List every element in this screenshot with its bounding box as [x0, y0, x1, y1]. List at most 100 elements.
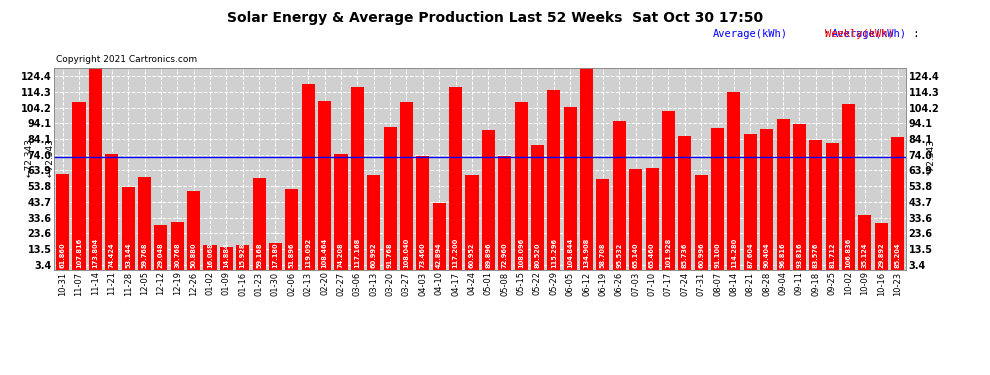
Bar	[269, 243, 282, 270]
Bar	[596, 178, 610, 270]
Bar	[302, 84, 315, 270]
Text: 61.860: 61.860	[59, 242, 65, 268]
Bar	[826, 143, 839, 270]
Text: 107.816: 107.816	[76, 237, 82, 268]
Text: *72.343: *72.343	[927, 140, 936, 175]
Bar	[678, 136, 691, 270]
Text: 115.296: 115.296	[550, 237, 556, 268]
Bar	[56, 174, 69, 270]
Text: 60.992: 60.992	[370, 242, 377, 268]
Bar	[498, 156, 511, 270]
Text: :: :	[817, 29, 836, 39]
Text: Average(kWh): Average(kWh)	[832, 29, 907, 39]
Text: 65.460: 65.460	[649, 242, 655, 268]
Bar	[220, 247, 233, 270]
Bar	[122, 187, 135, 270]
Bar	[875, 224, 888, 270]
Text: 59.768: 59.768	[142, 242, 148, 268]
Bar	[237, 245, 249, 270]
Text: 108.096: 108.096	[518, 237, 524, 268]
Bar	[72, 102, 85, 270]
Text: 106.836: 106.836	[845, 237, 851, 268]
Text: 60.996: 60.996	[698, 242, 704, 268]
Bar	[711, 128, 724, 270]
Text: 85.736: 85.736	[682, 242, 688, 268]
Text: 95.532: 95.532	[617, 242, 623, 268]
Bar	[170, 222, 184, 270]
Bar	[580, 60, 593, 270]
Bar	[858, 215, 871, 270]
Bar	[187, 191, 200, 270]
Text: 117.168: 117.168	[354, 237, 360, 268]
Text: 91.100: 91.100	[715, 242, 721, 268]
Text: 59.168: 59.168	[256, 242, 262, 268]
Text: 85.204: 85.204	[895, 242, 901, 268]
Text: 96.816: 96.816	[780, 242, 786, 268]
Text: 30.768: 30.768	[174, 242, 180, 268]
Text: 60.952: 60.952	[469, 242, 475, 268]
Text: 16.068: 16.068	[207, 242, 213, 268]
Text: 74.424: 74.424	[109, 242, 115, 268]
Bar	[400, 102, 413, 270]
Text: 51.896: 51.896	[289, 242, 295, 268]
Text: 93.816: 93.816	[796, 242, 803, 268]
Text: 80.520: 80.520	[535, 242, 541, 268]
Bar	[613, 121, 626, 270]
Text: 119.092: 119.092	[305, 237, 311, 268]
Text: ←72.343: ←72.343	[46, 138, 54, 177]
Text: ←72.343: ←72.343	[25, 138, 34, 177]
Text: 173.804: 173.804	[92, 237, 98, 268]
Bar	[793, 124, 806, 270]
Text: 87.604: 87.604	[747, 242, 753, 268]
Text: 117.200: 117.200	[452, 237, 458, 268]
Bar	[515, 102, 528, 270]
Text: 83.576: 83.576	[813, 242, 819, 268]
Bar	[433, 203, 446, 270]
Bar	[383, 127, 397, 270]
Bar	[776, 119, 790, 270]
Text: 108.040: 108.040	[404, 237, 410, 268]
Text: Weekly(kWh): Weekly(kWh)	[825, 29, 893, 39]
Bar	[105, 154, 119, 270]
Bar	[367, 175, 380, 270]
Text: 50.880: 50.880	[191, 242, 197, 268]
Text: 91.768: 91.768	[387, 242, 393, 268]
Text: 14.884: 14.884	[224, 242, 230, 268]
Text: 134.908: 134.908	[583, 237, 590, 268]
Text: Solar Energy & Average Production Last 52 Weeks  Sat Oct 30 17:50: Solar Energy & Average Production Last 5…	[227, 11, 763, 25]
Text: Average(kWh): Average(kWh)	[713, 29, 788, 39]
Text: 114.280: 114.280	[731, 237, 737, 268]
Text: 29.892: 29.892	[878, 242, 884, 268]
Text: 29.048: 29.048	[157, 242, 164, 268]
Text: 104.844: 104.844	[567, 237, 573, 268]
Bar	[809, 140, 823, 270]
Text: 101.928: 101.928	[665, 237, 671, 268]
Bar	[563, 106, 577, 270]
Bar	[252, 178, 265, 270]
Bar	[138, 177, 151, 270]
Text: 35.124: 35.124	[862, 242, 868, 268]
Bar	[465, 175, 478, 270]
Bar	[482, 130, 495, 270]
Text: 81.712: 81.712	[830, 242, 836, 268]
Text: 58.708: 58.708	[600, 242, 606, 268]
Text: 89.896: 89.896	[485, 242, 491, 268]
Bar	[350, 87, 364, 270]
Bar	[547, 90, 560, 270]
Text: Copyright 2021 Cartronics.com: Copyright 2021 Cartronics.com	[56, 55, 198, 64]
Text: 15.928: 15.928	[240, 242, 246, 268]
Text: 90.404: 90.404	[763, 242, 769, 268]
Bar	[695, 175, 708, 270]
Bar	[154, 225, 167, 270]
Bar	[89, 0, 102, 270]
Bar	[204, 245, 217, 270]
Bar	[630, 168, 643, 270]
Text: 65.140: 65.140	[633, 242, 639, 268]
Text: 17.180: 17.180	[272, 242, 278, 268]
Text: 108.464: 108.464	[322, 237, 328, 268]
Bar	[743, 134, 756, 270]
Bar	[728, 92, 741, 270]
Text: 72.960: 72.960	[502, 242, 508, 268]
Bar	[449, 87, 462, 270]
Bar	[891, 137, 904, 270]
